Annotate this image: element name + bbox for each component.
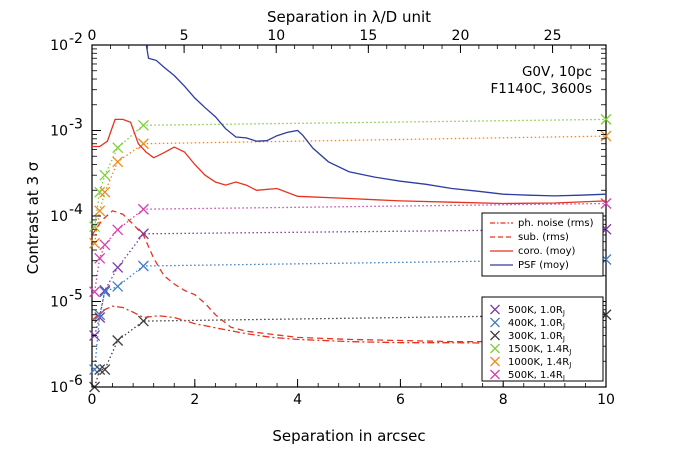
x2-tick-label-3: 15	[359, 28, 377, 44]
planet-legend-label-4: 1500K, 1.4RJ	[508, 344, 571, 356]
annotation-filter: F1140C, 3600s	[490, 81, 592, 97]
planet-marker-5-6	[600, 130, 612, 142]
planet-marker-6-1	[89, 286, 101, 298]
planet-legend-marker-3	[490, 330, 500, 341]
planet-marker-2-2	[94, 309, 106, 321]
planet-track-2	[93, 258, 606, 370]
y-tick-exp-1: -5	[69, 288, 83, 304]
planet-track-4	[93, 118, 606, 227]
planet-legend-marker-2	[490, 317, 500, 328]
x-tick-label-1: 2	[190, 392, 199, 408]
planet-marker-3-2	[94, 364, 106, 376]
planet-legend-label-2: 400K, 1.0RJ	[508, 318, 565, 330]
planet-marker-5-2	[94, 205, 106, 217]
planet-legend-label-3: 300K, 1.0RJ	[508, 331, 565, 343]
planet-legend-label-1: 500K, 1.0RJ	[508, 305, 565, 317]
planet-track-6	[93, 202, 606, 292]
planet-marker-5-3	[99, 186, 111, 198]
y-tick-label-0: 10	[50, 380, 68, 396]
planet-marker-6-4	[112, 224, 124, 236]
curve-legend-label-3: coro. (moy)	[518, 246, 575, 257]
y-tick-label-1: 10	[50, 295, 68, 311]
x2-tick-label-0: 0	[88, 28, 97, 44]
planet-track-1	[93, 228, 606, 336]
planet-marker-3-3	[99, 364, 111, 376]
x-tick-label-4: 8	[499, 392, 508, 408]
x2-tick-label-4: 20	[452, 28, 470, 44]
x-axis-title: Separation in arcsec	[272, 427, 425, 445]
planet-marker-5-4	[112, 156, 124, 168]
planet-legend-marker-1	[490, 304, 500, 315]
x-tick-label-0: 0	[88, 392, 97, 408]
y-axis-title: Contrast at 3 σ	[24, 161, 42, 274]
y-tick-exp-4: -2	[69, 31, 83, 47]
x-tick-label-3: 6	[396, 392, 405, 408]
planet-legend-marker-6	[490, 369, 500, 380]
y-tick-exp-0: -6	[69, 373, 83, 389]
planet-track-3	[93, 314, 606, 387]
curve-legend-label-2: sub. (rms)	[518, 232, 569, 243]
x2-tick-label-1: 5	[180, 28, 189, 44]
x-tick-label-5: 10	[597, 392, 615, 408]
curve-psf-moy	[145, 45, 606, 197]
planet-marker-4-6	[600, 113, 612, 125]
planet-marker-5-5	[137, 138, 149, 150]
planet-legend-label-6: 500K, 1.4RJ	[508, 370, 565, 382]
planet-track-5	[93, 135, 606, 244]
curve-coro-moy	[92, 118, 606, 205]
x2-tick-label-5: 25	[544, 28, 562, 44]
planet-marker-6-2	[94, 252, 106, 264]
planet-marker-2-1	[89, 364, 101, 376]
y-tick-exp-2: -4	[69, 202, 83, 218]
planet-legend-marker-5	[490, 356, 500, 367]
planet-marker-5-1	[89, 237, 101, 249]
planet-marker-1-3	[99, 284, 111, 296]
x2-axis-title: Separation in λ/D unit	[267, 8, 431, 26]
planet-legend-label-5: 1000K, 1.4RJ	[508, 357, 571, 369]
y-tick-label-2: 10	[50, 209, 68, 225]
planet-marker-6-3	[99, 239, 111, 251]
x2-tick-label-2: 10	[267, 28, 285, 44]
y-tick-label-4: 10	[50, 38, 68, 54]
curve-ph-noise-rms	[92, 305, 555, 344]
planet-marker-2-3	[99, 286, 111, 298]
planet-marker-6-5	[137, 203, 149, 215]
planet-marker-3-4	[112, 335, 124, 346]
planet-marker-4-3	[99, 169, 111, 181]
planet-marker-2-5	[137, 260, 149, 272]
planet-marker-4-2	[94, 186, 106, 198]
planet-legend-box	[481, 296, 604, 382]
y-tick-label-3: 10	[50, 124, 68, 140]
planet-marker-1-5	[137, 228, 149, 240]
planet-marker-4-5	[137, 119, 149, 131]
planet-marker-4-4	[112, 142, 124, 154]
planet-marker-6-6	[600, 198, 612, 209]
annotation-star: G0V, 10pc	[522, 64, 592, 80]
curve-legend-label-1: ph. noise (rms)	[518, 218, 594, 229]
y-tick-exp-3: -3	[69, 117, 83, 133]
planet-marker-2-4	[112, 280, 124, 292]
x-tick-label-2: 4	[293, 392, 302, 408]
planet-marker-1-4	[112, 262, 124, 273]
curve-sub-rms	[92, 210, 555, 343]
planet-legend-marker-4	[490, 343, 500, 354]
curve-legend-label-4: PSF (moy)	[518, 260, 569, 271]
